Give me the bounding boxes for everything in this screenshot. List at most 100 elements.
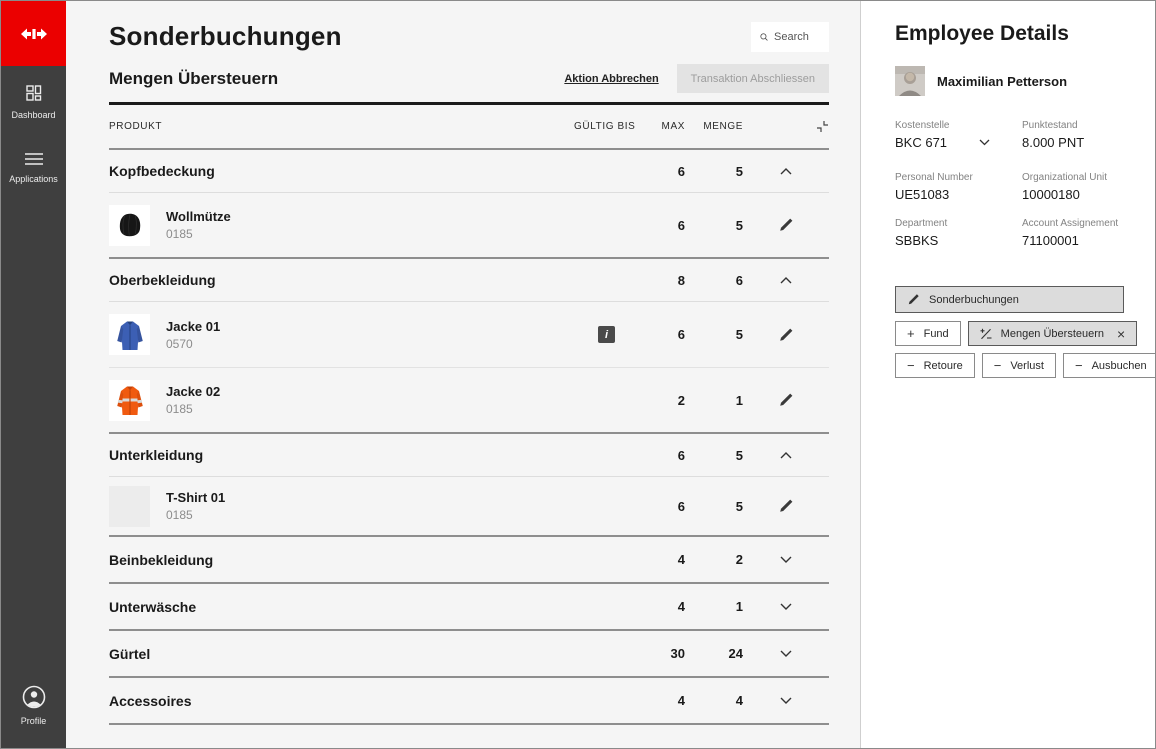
menu-icon <box>24 153 43 165</box>
product-qty: 1 <box>735 392 743 408</box>
booking-actions: Sonderbuchungen + Fund Mengen Übersteuer… <box>895 286 1155 378</box>
category-row[interactable]: Gürtel 30 24 <box>109 631 829 678</box>
punktestand-label: Punktestand <box>1022 120 1078 131</box>
product-row[interactable]: Jacke 01 0570 i 6 5 <box>109 302 829 368</box>
button-label: Sonderbuchungen <box>929 293 1019 306</box>
category-name: Gürtel <box>109 645 151 662</box>
product-row[interactable]: Jacke 02 0185 2 1 <box>109 368 829 434</box>
personal-number-value: UE51083 <box>895 187 950 202</box>
search-box[interactable] <box>751 21 829 52</box>
expand-group-button[interactable] <box>743 556 829 563</box>
product-name: Jacke 02 <box>166 384 221 399</box>
employee-identity: Maximilian Petterson <box>895 66 1127 96</box>
category-row[interactable]: Kopfbedeckung 6 5 <box>109 150 829 193</box>
product-image-jacke-01 <box>109 314 150 355</box>
category-row[interactable]: Unterwäsche 4 1 <box>109 584 829 631</box>
org-unit-value: 10000180 <box>1022 187 1080 202</box>
category-name: Kopfbedeckung <box>109 163 215 179</box>
product-code: 0185 <box>166 402 193 416</box>
mengen-uebersteuern-button[interactable]: Mengen Übersteuern × <box>967 321 1138 346</box>
product-name: Wollmütze <box>166 209 231 224</box>
profile-icon <box>22 685 45 709</box>
expand-group-button[interactable] <box>743 650 829 657</box>
category-row[interactable]: Oberbekleidung 8 6 <box>109 259 829 302</box>
product-name: Jacke 01 <box>166 318 221 334</box>
category-row[interactable]: Unterkleidung 6 5 <box>109 434 829 477</box>
collapse-all-button[interactable] <box>743 120 829 133</box>
employee-avatar <box>895 66 925 96</box>
product-max: 6 <box>677 217 685 233</box>
category-qty: 4 <box>735 693 743 708</box>
collapse-group-button[interactable] <box>743 167 829 175</box>
info-badge[interactable]: i <box>598 326 615 343</box>
category-max: 6 <box>677 163 685 179</box>
dashboard-icon <box>25 85 41 101</box>
verlust-button[interactable]: − Verlust <box>981 353 1056 378</box>
product-qty: 5 <box>735 327 743 342</box>
product-code: 0185 <box>166 227 193 241</box>
product-name: T-Shirt 01 <box>166 490 226 505</box>
chevron-down-icon <box>780 556 792 563</box>
edit-quantity-button[interactable] <box>743 327 829 343</box>
edit-quantity-button[interactable] <box>743 217 829 233</box>
minus-icon: − <box>1074 358 1083 373</box>
product-image-tshirt-placeholder <box>109 485 150 527</box>
sidebar-item-profile[interactable]: Profile <box>1 668 66 748</box>
kostenstelle-value: BKC 671 <box>895 135 948 150</box>
collapse-group-button[interactable] <box>743 451 829 459</box>
sidebar-item-label: Profile <box>20 716 47 726</box>
search-input[interactable] <box>774 30 820 43</box>
chevron-down-icon[interactable] <box>979 139 990 146</box>
product-row[interactable]: Wollmütze 0185 6 5 <box>109 193 829 259</box>
product-image-wollmuetze <box>109 204 150 246</box>
main-header: Sonderbuchungen <box>109 1 829 64</box>
sidebar-item-applications[interactable]: Applications <box>1 134 66 198</box>
pencil-icon <box>780 218 793 231</box>
plus-minus-icon <box>980 328 992 339</box>
category-max: 4 <box>677 693 685 708</box>
pencil-icon <box>780 393 793 406</box>
fund-button[interactable]: + Fund <box>895 321 961 346</box>
chevron-up-icon <box>780 167 792 174</box>
expand-group-button[interactable] <box>743 603 829 610</box>
category-name: Unterwäsche <box>109 598 197 615</box>
button-label: Ausbuchen <box>1091 359 1147 372</box>
edit-quantity-button[interactable] <box>743 498 829 514</box>
product-code: 0185 <box>166 508 193 522</box>
sbb-logo[interactable] <box>1 1 66 66</box>
product-code: 0570 <box>166 336 193 351</box>
retoure-button[interactable]: − Retoure <box>895 353 975 378</box>
product-row[interactable]: T-Shirt 01 0185 6 5 <box>109 477 829 537</box>
page-title: Sonderbuchungen <box>109 21 342 51</box>
account-assignment-value: 71100001 <box>1022 233 1079 248</box>
ausbuchen-button[interactable]: − Ausbuchen <box>1062 353 1155 378</box>
expand-group-button[interactable] <box>743 697 829 704</box>
panel-title: Employee Details <box>895 22 1069 45</box>
category-qty: 1 <box>735 599 743 614</box>
sidebar-item-dashboard[interactable]: Dashboard <box>1 66 66 134</box>
table-header-row: PRODUKT GÜLTIG BIS MAX MENGE <box>109 105 829 150</box>
category-row[interactable]: Accessoires 4 4 <box>109 678 829 725</box>
category-qty: 5 <box>735 447 743 463</box>
employee-name: Maximilian Petterson <box>937 73 1068 89</box>
section-title: Mengen Übersteuern <box>109 68 279 88</box>
close-icon[interactable]: × <box>1117 325 1126 342</box>
sonderbuchungen-button[interactable]: Sonderbuchungen <box>895 286 1124 313</box>
column-header-valid-until: GÜLTIG BIS <box>574 121 636 132</box>
edit-quantity-button[interactable] <box>743 392 829 408</box>
category-name: Accessoires <box>109 692 192 709</box>
cancel-action-link[interactable]: Aktion Abbrechen <box>564 72 659 85</box>
sidebar-item-label: Applications <box>9 174 58 184</box>
column-header-product: PRODUKT <box>109 121 163 132</box>
complete-transaction-button[interactable]: Transaktion Abschliessen <box>676 64 829 93</box>
category-qty: 5 <box>735 163 743 179</box>
pencil-icon <box>780 499 793 512</box>
category-row[interactable]: Beinbekleidung 4 2 <box>109 537 829 584</box>
button-label: Verlust <box>1010 359 1044 372</box>
category-qty: 2 <box>735 552 743 567</box>
kostenstelle-select[interactable]: BKC 671 <box>895 135 1022 150</box>
collapse-group-button[interactable] <box>743 276 829 284</box>
button-label: Retoure <box>923 359 963 372</box>
sbb-double-arrow-icon <box>20 28 47 39</box>
